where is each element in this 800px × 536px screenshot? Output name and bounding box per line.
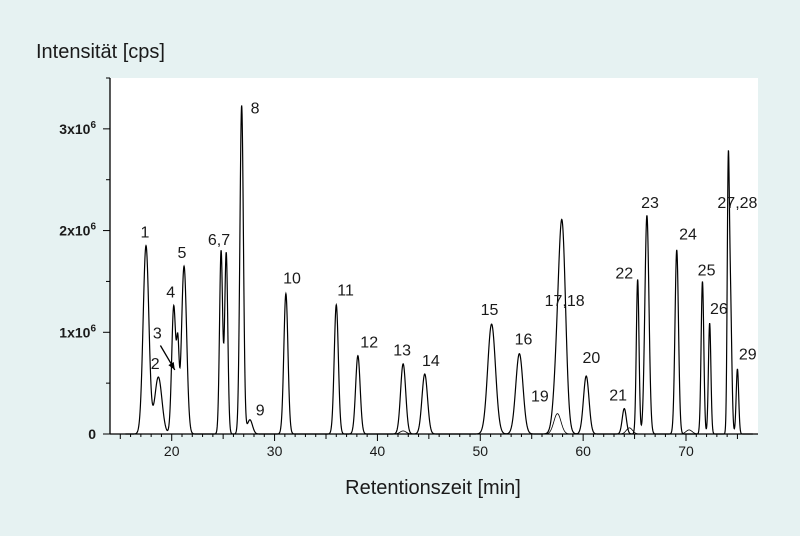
peak-label: 26 <box>710 301 728 318</box>
peak-label: 29 <box>739 347 757 364</box>
peak-label: 23 <box>641 195 659 212</box>
peak-label: 27,28 <box>717 195 757 212</box>
peak-label: 20 <box>582 350 600 367</box>
peak-label: 21 <box>609 387 627 404</box>
x-tick-label: 60 <box>575 443 591 459</box>
peak-label: 16 <box>515 331 533 348</box>
y-tick-label: 3x106 <box>59 120 96 137</box>
y-tick-label: 2x106 <box>59 222 96 239</box>
peak-label: 25 <box>698 262 716 279</box>
x-tick-label: 50 <box>472 443 488 459</box>
peak-label: 4 <box>166 285 175 302</box>
peak-label: 22 <box>615 265 633 282</box>
peak-label: 2 <box>151 356 160 373</box>
peak-label: 11 <box>337 283 354 300</box>
peak-label: 12 <box>360 335 378 352</box>
peak-label: 9 <box>256 403 265 420</box>
x-tick-label: 20 <box>164 443 180 459</box>
peak-label: 15 <box>481 302 499 319</box>
peak-label: 6,7 <box>208 232 230 249</box>
y-axis-title: Intensität [cps] <box>36 41 165 63</box>
x-tick-label: 70 <box>678 443 694 459</box>
peak-label: 5 <box>178 245 187 262</box>
y-tick-label: 0 <box>88 426 96 442</box>
x-tick-label: 30 <box>267 443 283 459</box>
plot-area <box>110 78 758 434</box>
peak-label: 17,18 <box>545 293 585 310</box>
peak-label: 13 <box>393 343 411 360</box>
x-axis-title: Retentionszeit [min] <box>345 477 521 499</box>
peak-label: 1 <box>141 225 150 242</box>
peak-3-arrow-head <box>168 361 175 370</box>
peak-label: 8 <box>251 101 260 118</box>
y-tick-label: 1x106 <box>59 323 96 340</box>
x-tick-label: 40 <box>370 443 386 459</box>
peak-label: 24 <box>679 227 697 244</box>
peak-label: 10 <box>283 270 301 287</box>
peak-label: 3 <box>153 325 162 342</box>
peak-label: 14 <box>422 353 440 370</box>
peak-label: 19 <box>531 388 549 405</box>
